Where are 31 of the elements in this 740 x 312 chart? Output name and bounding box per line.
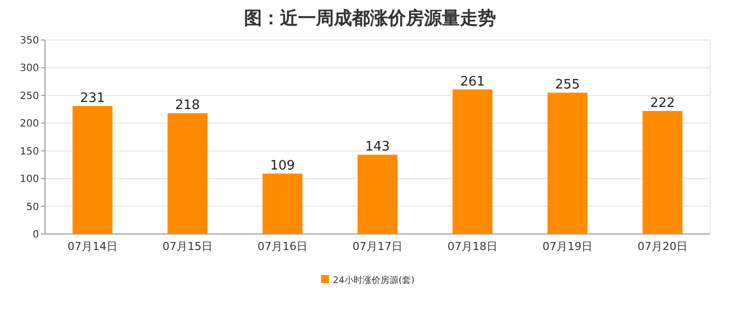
bar: [642, 110, 682, 234]
y-tick-label: 100: [20, 174, 39, 186]
data-label: 261: [460, 74, 485, 90]
y-tick-label: 0: [32, 230, 39, 240]
legend-label: 24小时涨价房源(套): [333, 275, 414, 286]
y-tick-label: 250: [20, 90, 39, 102]
data-label: 222: [650, 96, 675, 111]
y-tick-label: 150: [20, 146, 39, 158]
data-label: 255: [555, 78, 580, 93]
x-tick-label: 07月14日: [68, 240, 118, 253]
y-tick-label: 300: [20, 63, 39, 74]
x-tick-label: 07月18日: [448, 240, 498, 253]
bar: [168, 113, 208, 234]
data-label: 231: [80, 90, 105, 106]
x-tick-label: 07月17日: [352, 240, 402, 253]
bar: [262, 174, 302, 234]
bar: [452, 89, 492, 234]
x-tick-label: 07月15日: [162, 240, 212, 253]
data-label: 218: [175, 98, 200, 114]
data-label: 109: [270, 158, 295, 174]
y-tick-label: 200: [20, 118, 39, 130]
x-tick-label: 07月20日: [638, 240, 688, 253]
bar: [72, 106, 112, 234]
bar: [358, 154, 398, 234]
y-tick-label: 350: [20, 36, 39, 46]
x-tick-label: 07月19日: [542, 240, 592, 253]
x-tick-label: 07月16日: [258, 240, 308, 253]
y-tick-label: 50: [26, 202, 39, 213]
bar: [548, 92, 588, 234]
chart-title: 图：近一周成都涨价房源量走势: [244, 8, 496, 29]
data-label: 143: [365, 140, 390, 155]
